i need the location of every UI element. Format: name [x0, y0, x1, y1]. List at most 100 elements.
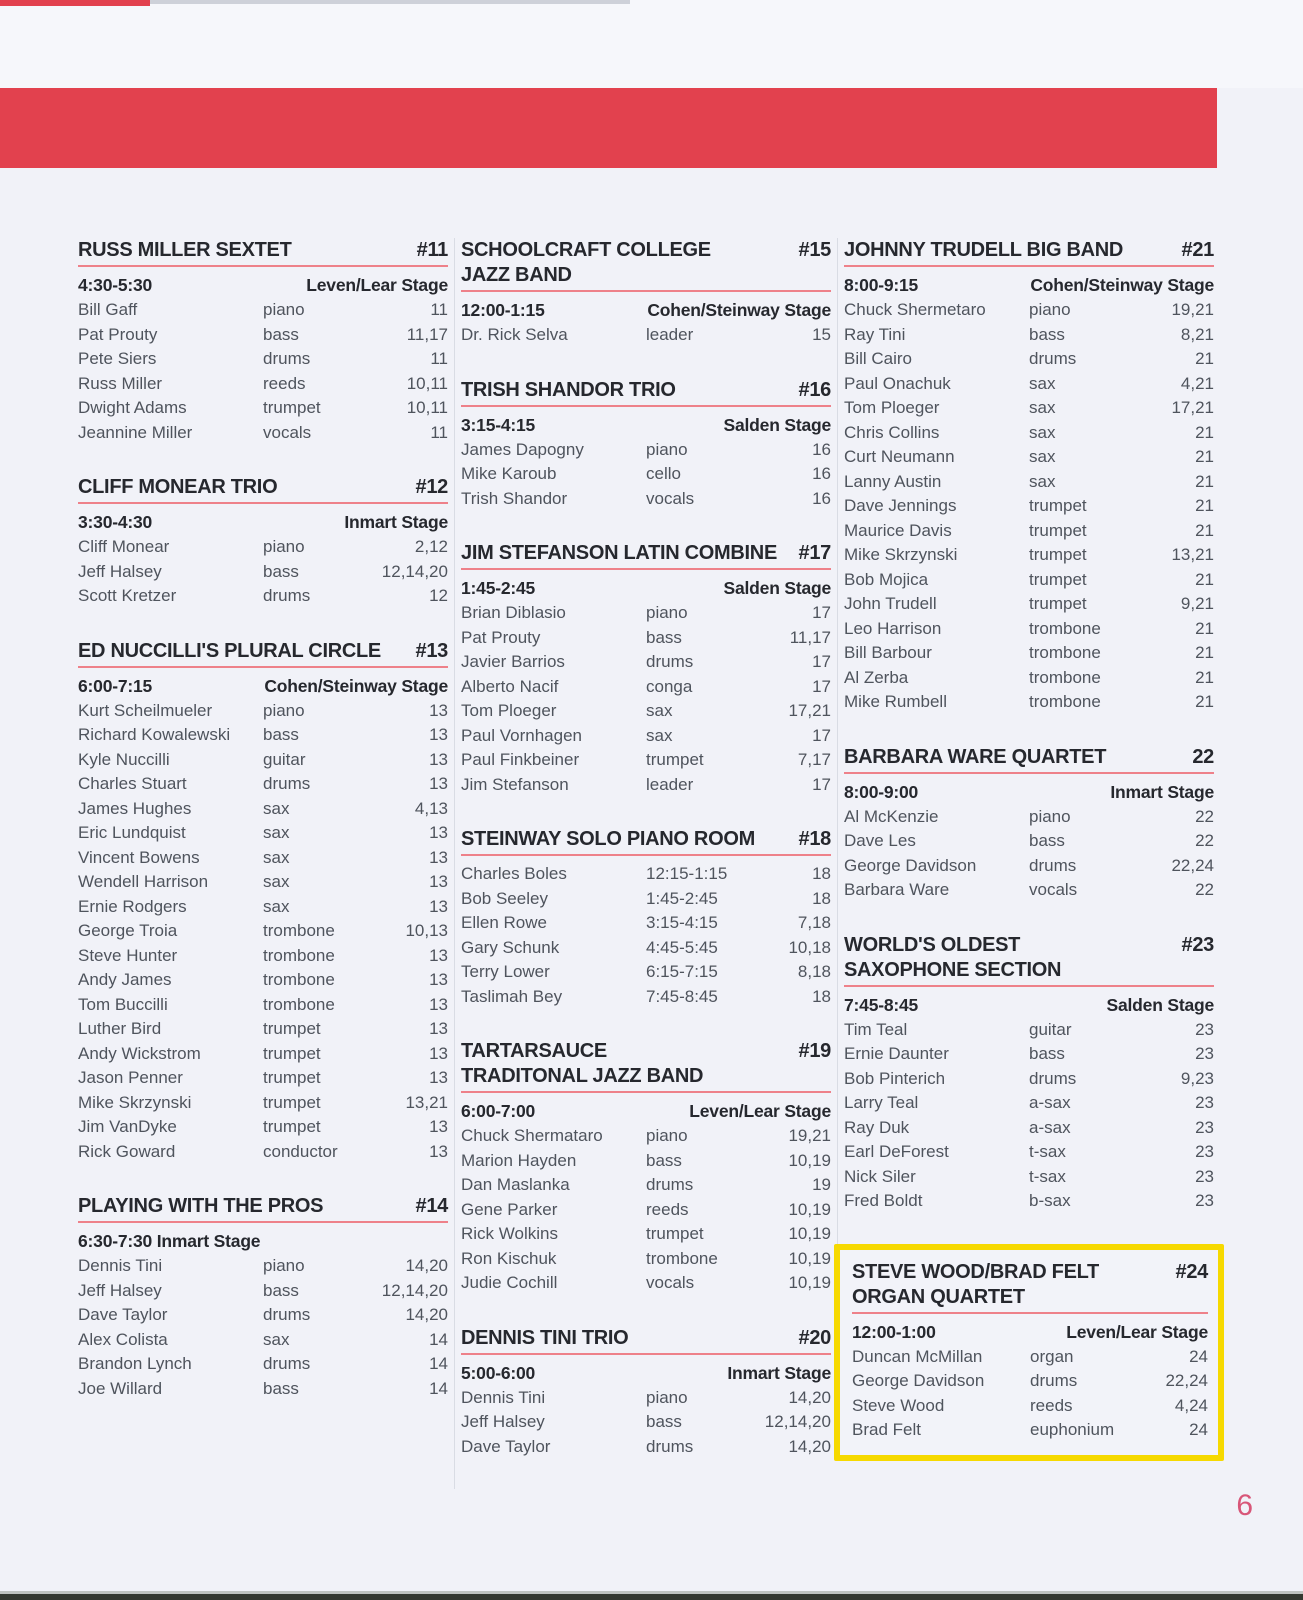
performer-row: Alex Colista sax 14	[78, 1328, 448, 1353]
performer-pages: 11	[430, 300, 448, 319]
performer-name: Larry Teal	[844, 1093, 919, 1112]
performer-row: Joe Willard bass 14	[78, 1377, 448, 1402]
performer-pages: 13,21	[1171, 545, 1214, 564]
performer-row: Jim VanDyke trumpet 13	[78, 1115, 448, 1140]
performer-name: Vincent Bowens	[78, 847, 200, 867]
section-title: RUSS MILLER SEXTET	[78, 239, 292, 261]
section-title-block: STEINWAY SOLO PIANO ROOM #18	[461, 827, 831, 856]
performer-pages: 10,19	[788, 1273, 831, 1292]
performer-name: Alberto Nacif	[461, 676, 559, 696]
performer-name: Charles Boles	[461, 864, 567, 883]
section-title-line: DENNIS TINI TRIO #20	[461, 1326, 831, 1351]
section-title: SCHOOLCRAFT COLLEGE	[461, 239, 711, 261]
performer-row: Taslimah Bey 7:45-8:45 18	[461, 985, 831, 1010]
performer-pages: 16	[812, 488, 831, 508]
section-title-line: TARTARSAUCE #19	[461, 1039, 831, 1064]
performer-row: James Hughes sax 4,13	[78, 797, 448, 822]
section-time-stage: 4:30-5:30 Leven/Lear Stage	[78, 273, 448, 298]
performer-name: George Davidson	[844, 855, 977, 875]
top-edge-gray-sliver	[150, 0, 630, 4]
section-title: SAXOPHONE SECTION	[844, 958, 1062, 981]
performer-pages: 19	[812, 1175, 831, 1194]
performer-row: James Dapogny piano 16	[461, 438, 831, 463]
performer-pages: 14	[429, 1329, 448, 1349]
performer-instrument: cello	[646, 464, 681, 483]
performer-row: Vincent Bowens sax 13	[78, 846, 448, 871]
performer-instrument: sax	[646, 725, 673, 745]
performer-pages: 17	[812, 652, 831, 671]
performer-row: Rick Goward conductor 13	[78, 1140, 448, 1165]
performer-pages: 9,21	[1180, 594, 1214, 613]
program-column-3: JOHNNY TRUDELL BIG BAND #21 8:00-9:15 Cohen…	[834, 238, 1224, 1461]
performer-name: Mike Rumbell	[844, 692, 947, 711]
performer-name: Pete Siers	[78, 349, 157, 368]
performer-pages: 13	[429, 725, 448, 744]
performer-pages: 13	[429, 945, 448, 965]
section-time-stage: 3:30-4:30 Inmart Stage	[78, 510, 448, 535]
section-time-stage: 5:00-6:00 Inmart Stage	[461, 1361, 831, 1386]
performer-row: Dennis Tini piano 14,20	[461, 1386, 831, 1411]
performer-pages: 13,21	[405, 1092, 448, 1112]
performer-pages: 14,20	[788, 1387, 831, 1407]
section-title-line: JIM STEFANSON LATIN COMBINE #17	[461, 541, 831, 566]
performer-row: Chuck Shermataro piano 19,21	[461, 1124, 831, 1149]
performer-instrument: t-sax	[1029, 1142, 1066, 1161]
band-section: WORLD'S OLDEST #23 SAXOPHONE SECTION 7:45-8…	[844, 933, 1214, 1214]
performer-instrument: trumpet	[263, 1068, 321, 1087]
performer-row: Paul Finkbeiner trumpet 7,17	[461, 748, 831, 773]
performer-row: Mike Skrzynski trumpet 13,21	[844, 543, 1214, 568]
performer-row: Alberto Nacif conga 17	[461, 675, 831, 700]
performer-pages: 12,14,20	[381, 1280, 448, 1300]
performer-row: Marion Hayden bass 10,19	[461, 1149, 831, 1174]
performer-instrument: piano	[646, 439, 688, 459]
performer-row: Dave Jennings trumpet 21	[844, 494, 1214, 519]
band-section: ED NUCCILLI'S PLURAL CIRCLE #13 6:00-7:15 C…	[78, 639, 448, 1165]
performer-row: Dwight Adams trumpet 10,11	[78, 396, 448, 421]
band-section: BARBARA WARE QUARTET 22 8:00-9:00 Inmart St…	[844, 745, 1214, 903]
section-time: 3:15-4:15	[461, 414, 536, 435]
section-title-line: STEINWAY SOLO PIANO ROOM #18	[461, 827, 831, 852]
performer-row: Leo Harrison trombone 21	[844, 617, 1214, 642]
section-number: #23	[1181, 933, 1215, 956]
performer-instrument: leader	[646, 774, 694, 794]
performer-name: George Troia	[78, 921, 178, 940]
performer-instrument: sax	[263, 823, 290, 842]
performer-pages: 16	[812, 439, 831, 459]
performer-name: Brandon Lynch	[78, 1354, 192, 1373]
band-section: JOHNNY TRUDELL BIG BAND #21 8:00-9:15 Cohen…	[844, 238, 1214, 715]
performer-name: Jeff Halsey	[461, 1412, 545, 1431]
performer-name: Joe Willard	[78, 1378, 163, 1398]
performer-name: Steve Hunter	[78, 945, 178, 965]
performer-pages: 2,12	[414, 537, 448, 556]
performer-instrument: trombone	[646, 1248, 718, 1268]
performer-instrument: drums	[646, 1175, 694, 1194]
performer-pages: 17,21	[788, 701, 831, 720]
performer-name: Taslimah Bey	[461, 986, 563, 1006]
performer-pages: 17	[812, 725, 831, 745]
performer-instrument: 7:45-8:45	[646, 986, 718, 1006]
section-time: 12:00-1:15	[461, 300, 545, 320]
performer-pages: 21	[1195, 349, 1214, 368]
section-time: 8:00-9:00	[844, 781, 919, 802]
performer-instrument: bass	[263, 324, 299, 344]
performer-pages: 24	[1189, 1346, 1208, 1366]
performer-name: Ray Duk	[844, 1117, 910, 1137]
performer-pages: 23	[1195, 1166, 1214, 1186]
performer-name: Bill Cairo	[844, 349, 913, 368]
section-stage: Cohen/Steinway Stage	[264, 675, 448, 696]
performer-instrument: bass	[1029, 831, 1065, 850]
top-edge-red-sliver	[0, 0, 150, 6]
section-time: 8:00-9:15	[844, 275, 919, 295]
performer-pages: 17	[812, 603, 831, 622]
performer-name: Mike Karoub	[461, 464, 557, 483]
performer-instrument: drums	[263, 1354, 311, 1373]
performer-pages: 14	[429, 1354, 448, 1373]
section-time-stage: 12:00-1:00 Leven/Lear Stage	[852, 1320, 1208, 1345]
page-number: 6	[1236, 1489, 1253, 1522]
performer-name: Dr. Rick Selva	[461, 325, 568, 344]
performer-pages: 21	[1195, 692, 1214, 711]
section-title: STEVE WOOD/BRAD FELT	[852, 1260, 1099, 1283]
performer-pages: 21	[1195, 520, 1214, 540]
performer-row: Al McKenzie piano 22	[844, 805, 1214, 830]
performer-pages: 22,24	[1165, 1371, 1208, 1390]
